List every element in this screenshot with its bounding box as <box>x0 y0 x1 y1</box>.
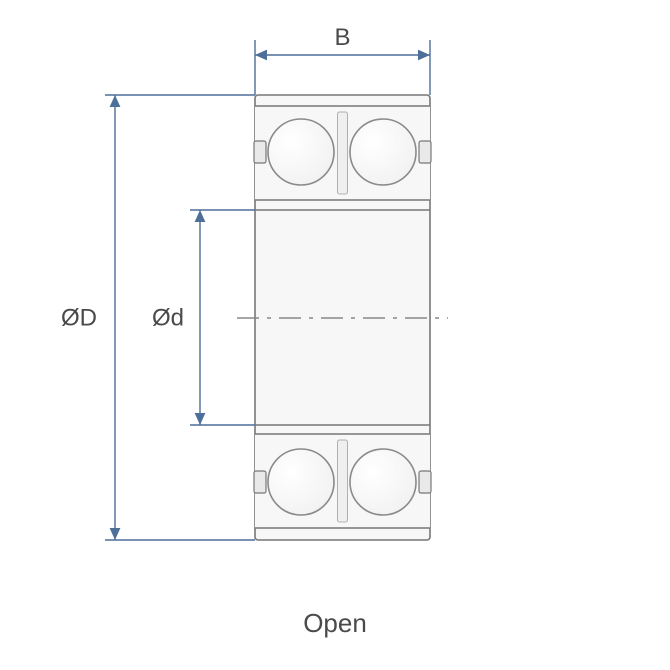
label-B: B <box>334 24 350 51</box>
label-D: ØD <box>61 305 97 332</box>
caption-text: Open <box>0 608 670 639</box>
diagram-svg: B ØD Ød <box>0 0 670 670</box>
bearing-diagram: B ØD Ød Open <box>0 0 670 670</box>
label-d: Ød <box>152 305 184 332</box>
